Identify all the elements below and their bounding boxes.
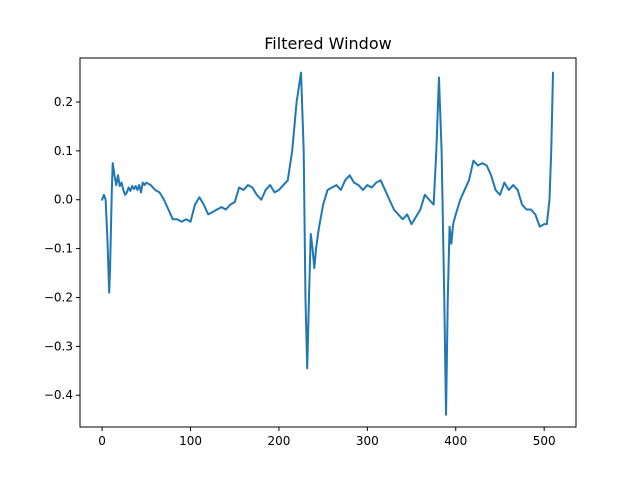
data-series-line: [101, 71, 555, 416]
plot-frame: [79, 57, 577, 428]
chart-title: Filtered Window: [264, 34, 391, 53]
x-tick-label: 300: [356, 434, 379, 448]
x-tick-label: 400: [444, 434, 467, 448]
x-tick-label: 100: [179, 434, 202, 448]
y-tick-label: 0.0: [54, 193, 73, 207]
x-tick-label: 0: [98, 434, 106, 448]
y-tick-label: −0.3: [44, 339, 73, 353]
x-axis: 0 100 200 300 400 500: [98, 427, 556, 448]
y-axis: −0.4 −0.3 −0.2 −0.1 0.0 0.1 0.2: [44, 95, 80, 402]
x-tick-label: 500: [533, 434, 556, 448]
y-tick-label: −0.1: [44, 242, 73, 256]
y-tick-label: 0.2: [54, 95, 73, 109]
y-tick-label: 0.1: [54, 144, 73, 158]
y-tick-label: −0.4: [44, 388, 73, 402]
y-tick-label: −0.2: [44, 290, 73, 304]
x-tick-label: 200: [267, 434, 290, 448]
